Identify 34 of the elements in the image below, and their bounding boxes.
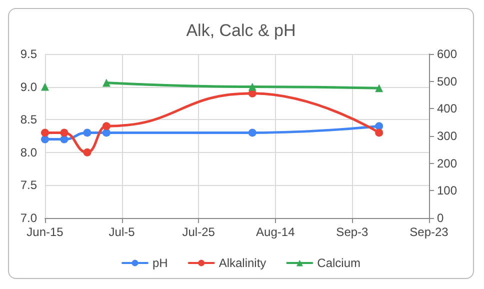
x-tick-label: Sep-3 [336, 225, 369, 239]
y-tick-label: 8.5 [20, 112, 38, 127]
y2-tick-label: 100 [437, 184, 458, 198]
x-tick-label: Jul-25 [182, 225, 216, 239]
point [83, 128, 92, 137]
point [248, 128, 256, 137]
y-tick-label: 8.0 [20, 145, 38, 160]
x-tick-label: Aug-14 [256, 225, 296, 239]
y2-tick-label: 400 [437, 102, 458, 116]
y2-tick-label: 300 [437, 129, 458, 143]
y2-tick-label: 0 [437, 211, 444, 225]
y2-tick-label: 200 [437, 156, 458, 170]
legend-label: Calcium [317, 256, 361, 270]
y-tick-label: 9.5 [20, 47, 38, 61]
x-tick-label: Jul-5 [108, 225, 136, 239]
point [60, 128, 68, 137]
point [102, 122, 110, 130]
point [83, 148, 92, 156]
point [41, 128, 49, 137]
point [375, 128, 384, 137]
y2-tick-label: 500 [437, 74, 458, 88]
y2-tick-label: 600 [437, 47, 458, 61]
point [375, 122, 384, 130]
x-tick-label: Sep-23 [410, 225, 449, 239]
chart-title: Alk, Calc & pH [186, 21, 296, 40]
point [41, 135, 49, 144]
y-tick-label: 7.0 [20, 211, 38, 225]
y-tick-label: 9.0 [20, 80, 38, 94]
legend-label: pH [152, 256, 168, 270]
point [60, 135, 68, 144]
x-tick-label: Jun-15 [26, 225, 64, 239]
y-tick-label: 7.5 [20, 178, 38, 192]
legend-label: Alkalinity [218, 256, 266, 270]
point [102, 128, 110, 137]
